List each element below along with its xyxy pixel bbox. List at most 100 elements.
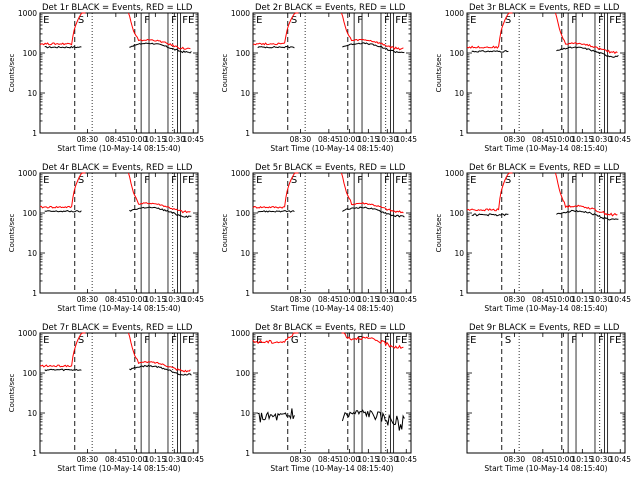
event-label: E: [470, 335, 476, 346]
events-series-line: [44, 45, 82, 49]
x-tick-label: 10:00: [126, 295, 148, 304]
event-label: S: [291, 15, 297, 26]
event-label: FE: [395, 15, 407, 26]
event-label: E: [256, 175, 262, 186]
event-label: F: [384, 335, 390, 346]
y-tick-label: 1000: [445, 9, 464, 18]
lld-series-line: [128, 172, 191, 214]
lld-series-line: [466, 172, 513, 212]
chart-title: Det 8r BLACK = Events, RED = LLD: [255, 323, 406, 333]
x-tick-label: 10:30: [163, 295, 185, 304]
lld-series-line: [128, 332, 191, 373]
lld-series-line: [39, 332, 86, 368]
event-label: S: [505, 175, 511, 186]
x-tick-label: 08:45: [532, 135, 554, 144]
x-tick-label: 10:45: [609, 135, 631, 144]
event-label: E: [43, 15, 49, 26]
chart-panel-2: Det 2r BLACK = Events, RED = LLD 1 10 100 10…: [221, 3, 417, 153]
chart-panel-4: Det 4r BLACK = Events, RED = LLD 1 10 100 10…: [8, 163, 204, 313]
event-label: S: [78, 175, 84, 186]
events-series-line: [257, 408, 295, 423]
chart-title: Det 3r BLACK = Events, RED = LLD: [469, 3, 620, 13]
lld-series-line: [252, 172, 299, 209]
chart-title: Det 7r BLACK = Events, RED = LLD: [42, 323, 193, 333]
y-tick-label: 100: [23, 209, 38, 218]
event-label: S: [505, 335, 511, 346]
x-tick-label: 10:30: [376, 295, 398, 304]
event-label: F: [144, 15, 150, 26]
y-tick-label: 1000: [18, 329, 37, 338]
y-tick-label: 1: [459, 289, 464, 298]
plot-frame: [466, 332, 626, 454]
x-tick-label: 08:30: [77, 135, 99, 144]
event-label: F: [598, 175, 604, 186]
events-series-line: [341, 409, 405, 431]
plot-frame: [252, 172, 412, 294]
event-label: FE: [182, 175, 194, 186]
x-tick-label: 08:30: [77, 295, 99, 304]
lld-series-line: [128, 12, 191, 50]
x-tick-label: 10:00: [126, 135, 148, 144]
chart-title: Det 9r BLACK = Events, RED = LLD: [469, 323, 620, 333]
chart-title: Det 2r BLACK = Events, RED = LLD: [255, 3, 406, 13]
y-tick-label: 1000: [231, 169, 250, 178]
event-label: S: [78, 15, 84, 26]
y-tick-label: 1: [32, 289, 37, 298]
x-tick-label: 10:45: [182, 135, 204, 144]
event-label: F: [144, 175, 150, 186]
event-label: F: [171, 335, 177, 346]
lld-series-line: [341, 172, 404, 214]
event-label: E: [256, 335, 262, 346]
event-label: G: [291, 335, 299, 346]
event-label: S: [291, 175, 297, 186]
y-tick-label: 100: [236, 209, 251, 218]
chart-panel-7: Det 7r BLACK = Events, RED = LLD 1 10 100 10…: [8, 323, 204, 473]
event-label: E: [43, 175, 49, 186]
event-label: F: [384, 175, 390, 186]
y-tick-label: 1000: [231, 329, 250, 338]
x-axis-label: Start Time (10-May-14 08:15:40): [57, 464, 180, 473]
x-tick-label: 10:15: [358, 135, 380, 144]
event-label: FE: [395, 335, 407, 346]
event-label: F: [598, 335, 604, 346]
event-label: FE: [609, 335, 621, 346]
x-tick-label: 10:30: [163, 455, 185, 464]
event-label: E: [43, 335, 49, 346]
x-tick-label: 08:30: [290, 135, 312, 144]
x-tick-label: 10:00: [126, 455, 148, 464]
chart-panel-6: Det 6r BLACK = Events, RED = LLD 1 10 100 10…: [435, 163, 631, 313]
lld-series-line: [39, 12, 86, 46]
x-tick-label: 10:00: [553, 135, 575, 144]
x-tick-label: 10:15: [145, 135, 167, 144]
x-axis-label: Start Time (10-May-14 08:15:40): [484, 304, 607, 313]
event-label: FE: [182, 15, 194, 26]
y-tick-label: 1: [245, 449, 250, 458]
y-tick-label: 1: [245, 129, 250, 138]
x-tick-label: 08:45: [105, 455, 127, 464]
x-tick-label: 10:15: [358, 455, 380, 464]
event-label: F: [357, 15, 363, 26]
y-axis-label: Counts/sec: [435, 214, 443, 253]
x-tick-label: 10:45: [609, 295, 631, 304]
y-tick-label: 1: [32, 129, 37, 138]
y-tick-label: 1000: [18, 9, 37, 18]
event-label: F: [144, 335, 150, 346]
y-tick-label: 1000: [231, 9, 250, 18]
event-label: E: [470, 15, 476, 26]
plot-frame: [252, 332, 412, 454]
x-tick-label: 10:15: [572, 135, 594, 144]
y-tick-label: 100: [236, 49, 251, 58]
event-label: F: [171, 15, 177, 26]
x-tick-label: 10:00: [339, 135, 361, 144]
events-series-line: [471, 213, 509, 217]
plot-frame: [39, 172, 199, 294]
x-tick-label: 10:15: [358, 295, 380, 304]
event-label: F: [571, 15, 577, 26]
events-series-line: [257, 210, 295, 213]
y-axis-label: Counts/sec: [435, 54, 443, 93]
lld-series-line: [341, 332, 404, 350]
x-tick-label: 10:30: [590, 135, 612, 144]
x-tick-label: 10:30: [376, 455, 398, 464]
x-tick-label: 08:45: [318, 455, 340, 464]
y-axis-label: Counts/sec: [8, 214, 16, 253]
